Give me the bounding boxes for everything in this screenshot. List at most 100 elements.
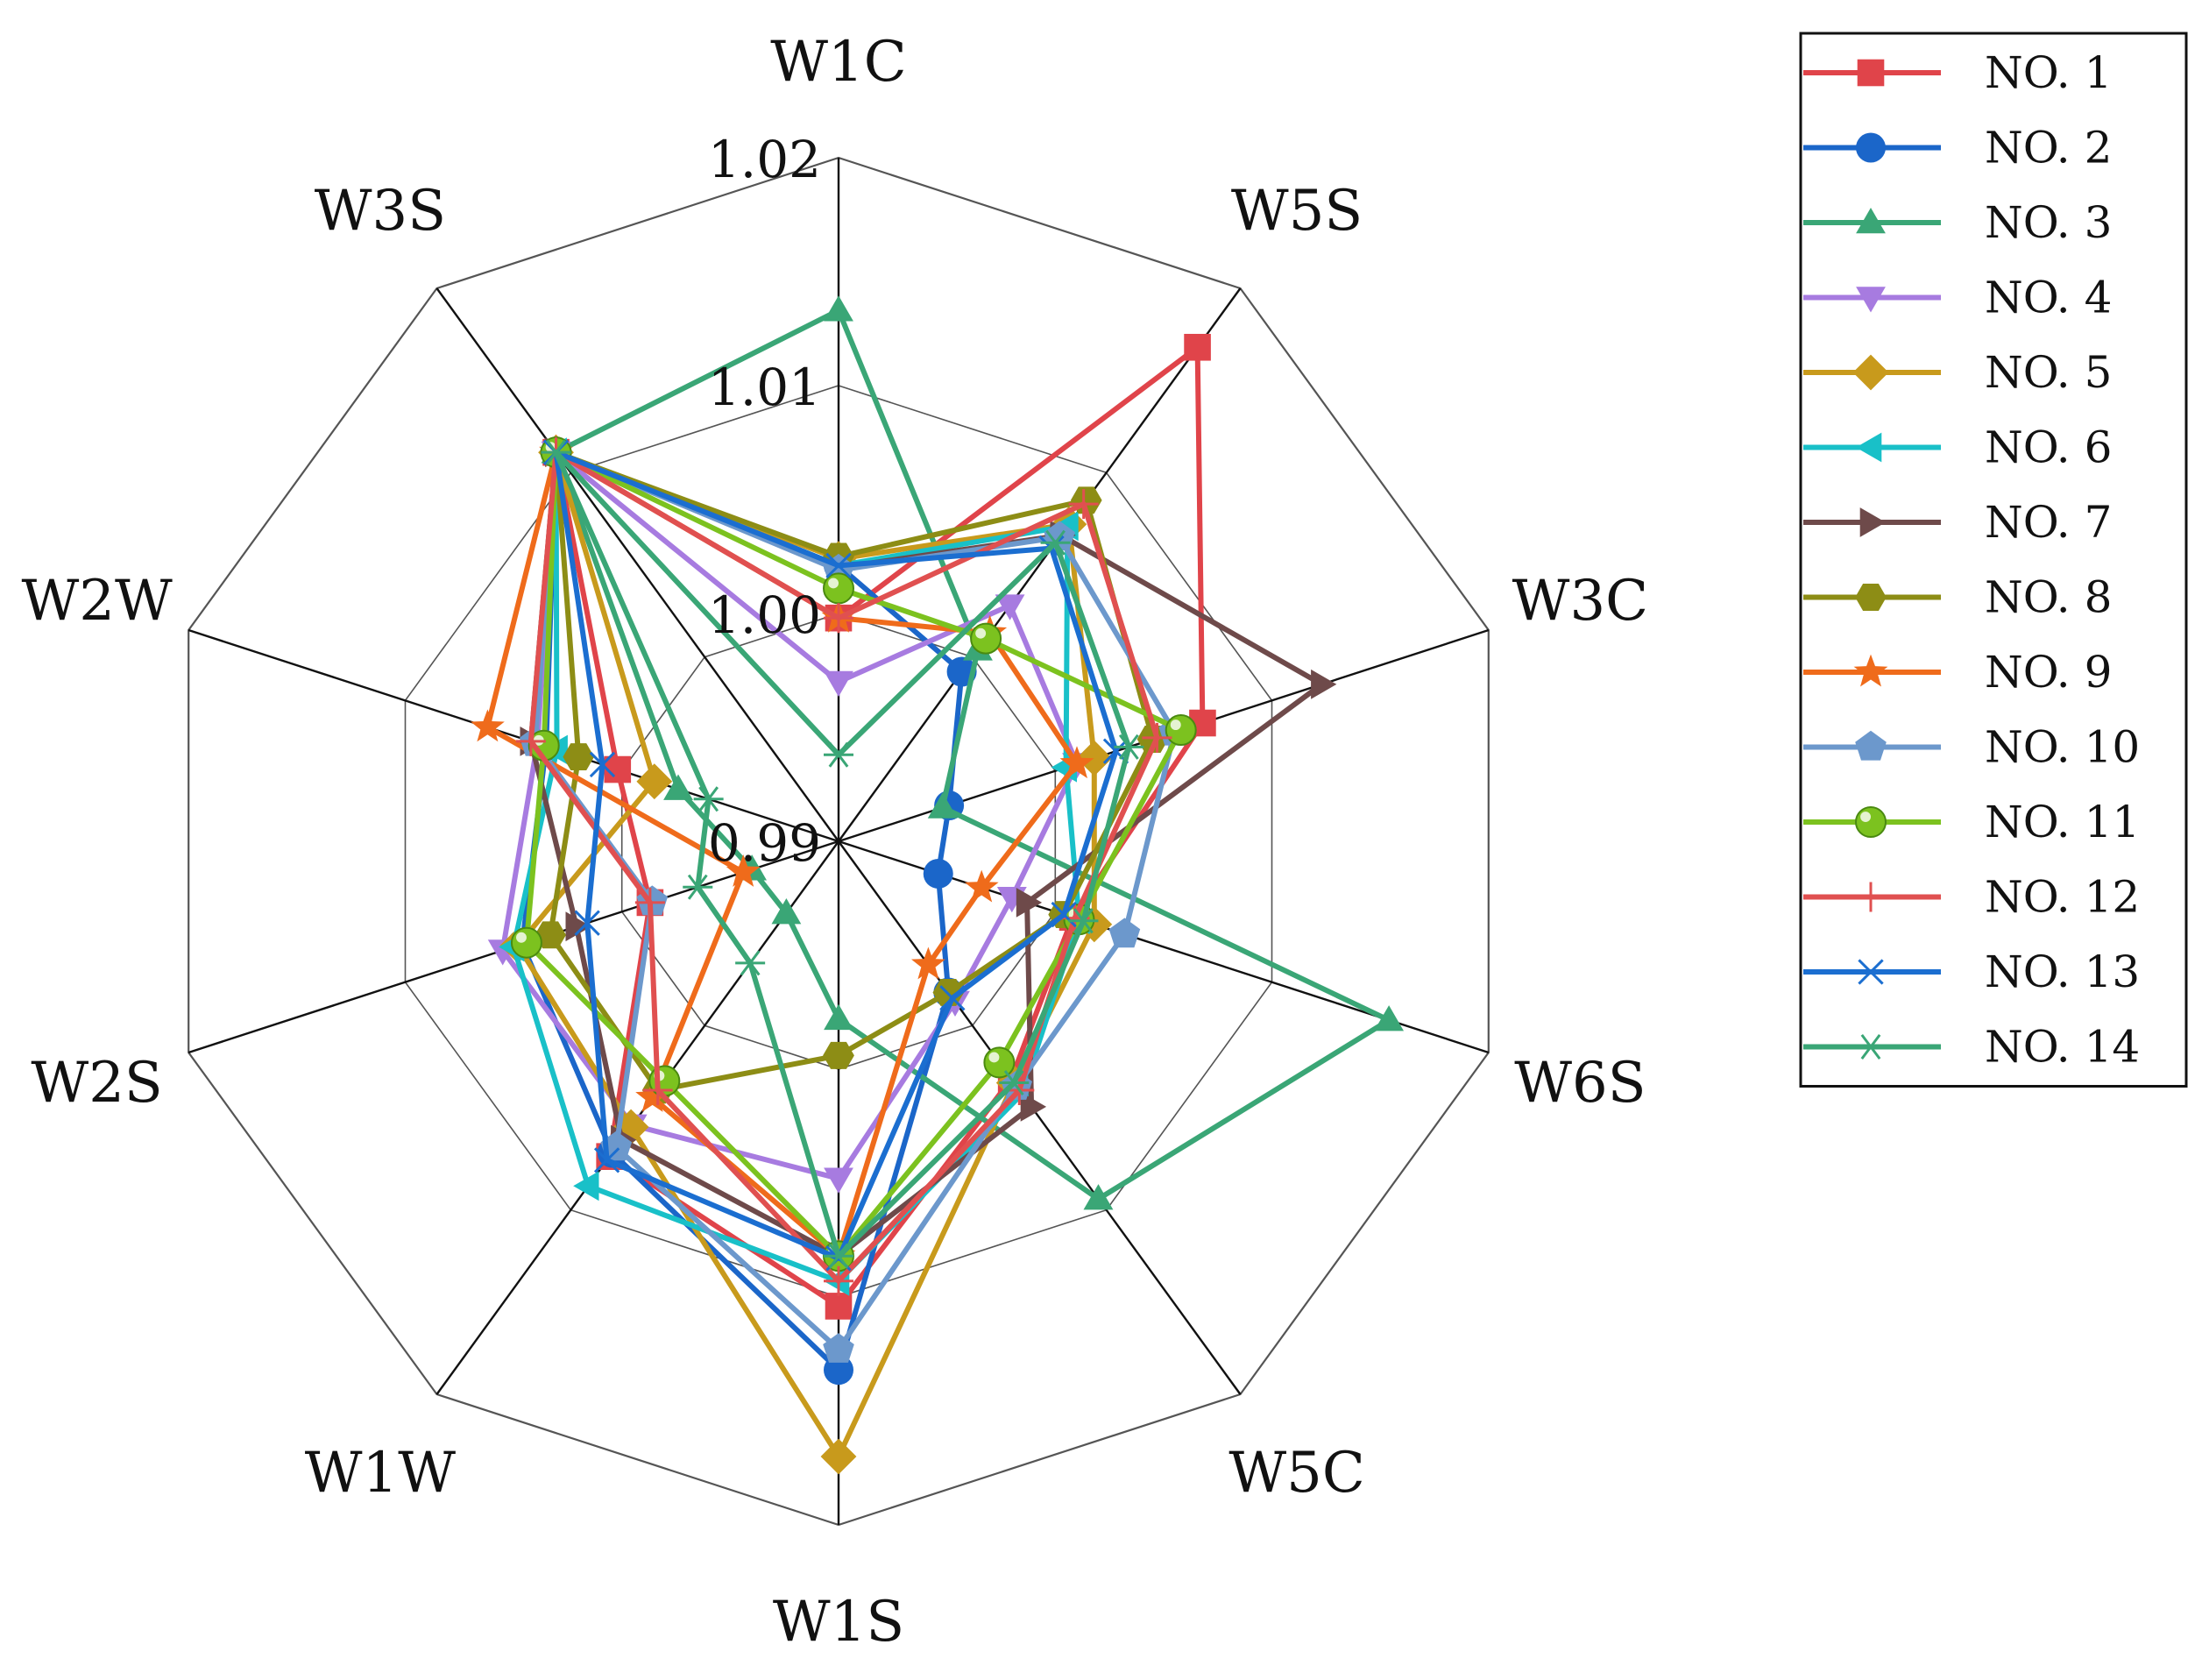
legend-marker-no-11 — [1855, 806, 1887, 838]
axis-label-w3c: W3C — [1512, 569, 1648, 634]
data-point-no-14-w1w — [735, 950, 766, 976]
data-point-no-3-w2w — [663, 774, 693, 800]
legend-label: NO. 14 — [1985, 1022, 2140, 1073]
axis-label-w2s: W2S — [31, 1051, 162, 1116]
legend: NO. 1 NO. 2 NO. 3 NO. 4 NO. 5 NO. 6 NO. 7 NO. 8… — [1799, 32, 2188, 1088]
legend-marker-no-1 — [1857, 59, 1885, 87]
legend-item-no-4: NO. 4 — [1803, 273, 2112, 323]
data-point-no-3-w5c — [1083, 1184, 1114, 1210]
legend-label: NO. 5 — [1985, 347, 2112, 398]
legend-marker-no-9 — [1853, 654, 1888, 687]
data-point-no-9-w1w — [635, 1080, 669, 1112]
radial-tick-labels: 0.99 1.00 1.01 1.02 — [708, 130, 821, 873]
radial-tick-label: 1.02 — [708, 130, 821, 189]
data-point-no-11-w5c-highlight — [988, 1052, 1000, 1063]
data-point-no-9-w3c — [1059, 746, 1094, 779]
data-point-no-13-w2s — [574, 910, 600, 936]
data-point-no-9-w6s — [964, 869, 999, 903]
legend-label: NO. 8 — [1985, 572, 2112, 623]
axis-label-w2w: W2W — [21, 569, 173, 634]
legend-item-no-6: NO. 6 — [1803, 422, 2112, 473]
data-point-no-7-w3c — [1311, 669, 1337, 699]
legend-label: NO. 1 — [1985, 47, 2112, 98]
legend-label: NO. 9 — [1985, 647, 2112, 698]
legend-marker-no-10 — [1855, 730, 1887, 761]
data-point-no-13-w6s — [1051, 901, 1077, 928]
data-point-no-13-w1w — [593, 1147, 620, 1173]
data-point-no-13-w5c — [939, 985, 966, 1011]
data-point-no-11-w3c-highlight — [1170, 719, 1181, 731]
data-point-no-5-w2w — [636, 763, 673, 800]
data-point-no-10-w6s — [1108, 918, 1141, 948]
data-point-no-9-w5c — [911, 946, 945, 980]
data-point-no-10-w1s — [823, 1333, 854, 1363]
legend-item-no-2: NO. 2 — [1803, 123, 2112, 174]
data-point-no-12-w2s — [634, 887, 665, 918]
radar-series — [471, 295, 1404, 1475]
data-point-no-5-w1s — [820, 1438, 857, 1475]
legend-marker-no-7 — [1859, 507, 1886, 537]
data-point-no-6-w1w — [573, 1171, 599, 1202]
radial-tick-label: 1.01 — [708, 358, 821, 417]
data-point-no-14-w3c — [1114, 734, 1144, 760]
data-point-no-14-w1s — [824, 1243, 853, 1269]
axis-spoke-w5s — [838, 287, 1242, 842]
data-point-no-7-w6s — [1016, 888, 1043, 918]
data-point-no-12-w1s — [824, 1265, 853, 1296]
data-point-no-8-w2w — [563, 743, 595, 770]
data-point-no-9-w2w — [471, 709, 505, 742]
data-point-no-12-w1c — [824, 603, 853, 634]
legend-marker-no-11-highlight — [1860, 812, 1871, 822]
data-point-no-2-w6s — [923, 858, 953, 889]
data-point-no-8-w1s — [823, 1041, 854, 1069]
data-point-no-11-w2s — [510, 926, 542, 959]
legend-marker-no-3 — [1856, 208, 1886, 234]
legend-marker-no-12 — [1856, 882, 1886, 912]
axis-labels: W1C W5S W3C W6S W5C W1S W1W W2S W2W W3S — [21, 30, 1648, 1655]
data-point-no-5-w6s — [1076, 906, 1113, 943]
legend-label: NO. 6 — [1985, 422, 2112, 473]
axis-label-w1c: W1C — [770, 30, 906, 95]
data-point-no-14-w5s — [1040, 529, 1071, 556]
legend-marker-no-5 — [1852, 354, 1889, 391]
data-point-no-14-w5c — [999, 1070, 1030, 1096]
data-point-no-14-w2s — [683, 874, 713, 900]
legend-marker-no-14 — [1856, 1034, 1886, 1060]
legend-marker-no-4 — [1856, 287, 1886, 313]
legend-marker-no-8 — [1855, 584, 1887, 611]
series-line-no-3 — [553, 308, 1392, 1202]
data-point-no-11-w5s — [970, 622, 1002, 655]
radar-grid — [188, 156, 1490, 1527]
radial-tick-label: 0.99 — [708, 813, 821, 873]
data-point-no-11-w1c — [823, 572, 854, 605]
legend-item-no-9: NO. 9 — [1803, 647, 2112, 698]
legend-label: NO. 4 — [1985, 273, 2112, 323]
data-point-no-7-w2s — [565, 911, 591, 942]
legend-label: NO. 3 — [1985, 197, 2112, 248]
legend-item-no-10: NO. 10 — [1803, 722, 2140, 773]
legend-label: NO. 10 — [1985, 722, 2140, 773]
data-point-no-4-w5s — [995, 594, 1025, 620]
data-point-no-4-w1c — [824, 670, 853, 697]
data-point-no-12-w1w — [642, 1074, 673, 1105]
data-point-no-1-w5s — [1184, 333, 1211, 361]
data-point-no-12-w3c — [1142, 722, 1172, 753]
legend-label: NO. 11 — [1985, 797, 2140, 847]
data-point-no-11-w5s-highlight — [975, 627, 987, 639]
data-point-no-12-w5s — [1068, 489, 1099, 520]
axis-spoke-w5c — [838, 840, 1242, 1395]
data-point-no-3-w1w — [771, 898, 802, 925]
data-point-no-13-w2w — [589, 751, 616, 778]
data-point-no-3-w6s — [1374, 1005, 1404, 1031]
axis-label-w5s: W5S — [1231, 179, 1363, 244]
data-point-no-9-w2s — [726, 854, 761, 887]
legend-item-no-3: NO. 3 — [1803, 197, 2112, 248]
data-point-no-3-w1c — [824, 295, 853, 322]
data-point-no-5-w3c — [1076, 740, 1113, 776]
legend-item-no-8: NO. 8 — [1803, 572, 2112, 623]
data-point-no-8-w2s — [535, 921, 566, 949]
legend-item-no-12: NO. 12 — [1803, 872, 2140, 923]
data-point-no-14-w6s — [1068, 908, 1099, 934]
radial-tick-label: 1.00 — [708, 585, 821, 645]
